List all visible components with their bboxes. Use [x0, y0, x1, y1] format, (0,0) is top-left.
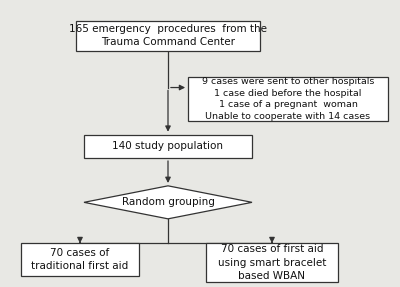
FancyBboxPatch shape [206, 243, 338, 282]
FancyBboxPatch shape [76, 21, 260, 51]
Text: 70 cases of first aid
using smart bracelet
based WBAN: 70 cases of first aid using smart bracel… [218, 245, 326, 281]
Text: 140 study population: 140 study population [112, 141, 224, 151]
Text: 9 cases were sent to other hospitals
1 case died before the hospital
1 case of a: 9 cases were sent to other hospitals 1 c… [202, 77, 374, 121]
FancyBboxPatch shape [84, 135, 252, 158]
Text: Random grouping: Random grouping [122, 197, 214, 207]
FancyBboxPatch shape [188, 77, 388, 121]
Text: 70 cases of
traditional first aid: 70 cases of traditional first aid [31, 248, 129, 271]
Polygon shape [84, 186, 252, 219]
FancyBboxPatch shape [21, 243, 139, 276]
Text: 165 emergency  procedures  from the
Trauma Command Center: 165 emergency procedures from the Trauma… [69, 24, 267, 47]
